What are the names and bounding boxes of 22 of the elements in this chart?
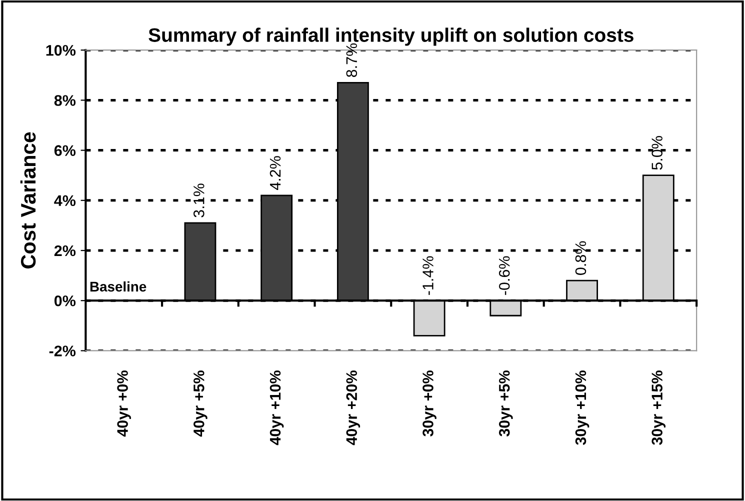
x-tick-label: 40yr +20% xyxy=(346,370,360,446)
y-tick-label: 4% xyxy=(54,195,76,206)
data-label: -0.6% xyxy=(498,256,510,295)
x-tick-label: 30yr +5% xyxy=(498,370,513,436)
annotation: Baseline xyxy=(90,281,146,292)
x-tick-label: 30yr +15% xyxy=(652,370,666,445)
x-tick-label: 30yr +0% xyxy=(422,370,436,436)
x-tick-label: 30yr +10% xyxy=(575,370,590,445)
y-tick-label: 10% xyxy=(46,44,76,56)
data-label: 5.0% xyxy=(652,136,662,170)
x-tick-label: 40yr +10% xyxy=(270,370,284,446)
data-label: 0.8% xyxy=(575,241,586,275)
data-label: 4.2% xyxy=(270,156,281,190)
y-axis-title: Cost Variance xyxy=(20,132,36,268)
x-tick-label: 40yr +0% xyxy=(117,370,131,437)
y-tick-label: -2% xyxy=(49,346,76,356)
x-tick-label: 40yr +5% xyxy=(194,370,208,437)
y-tick-label: 0% xyxy=(54,295,76,306)
data-label: -1.4% xyxy=(422,256,434,295)
y-tick-label: 8% xyxy=(54,95,76,106)
y-tick-label: 6% xyxy=(54,145,76,156)
y-tick-label: 2% xyxy=(54,245,76,256)
